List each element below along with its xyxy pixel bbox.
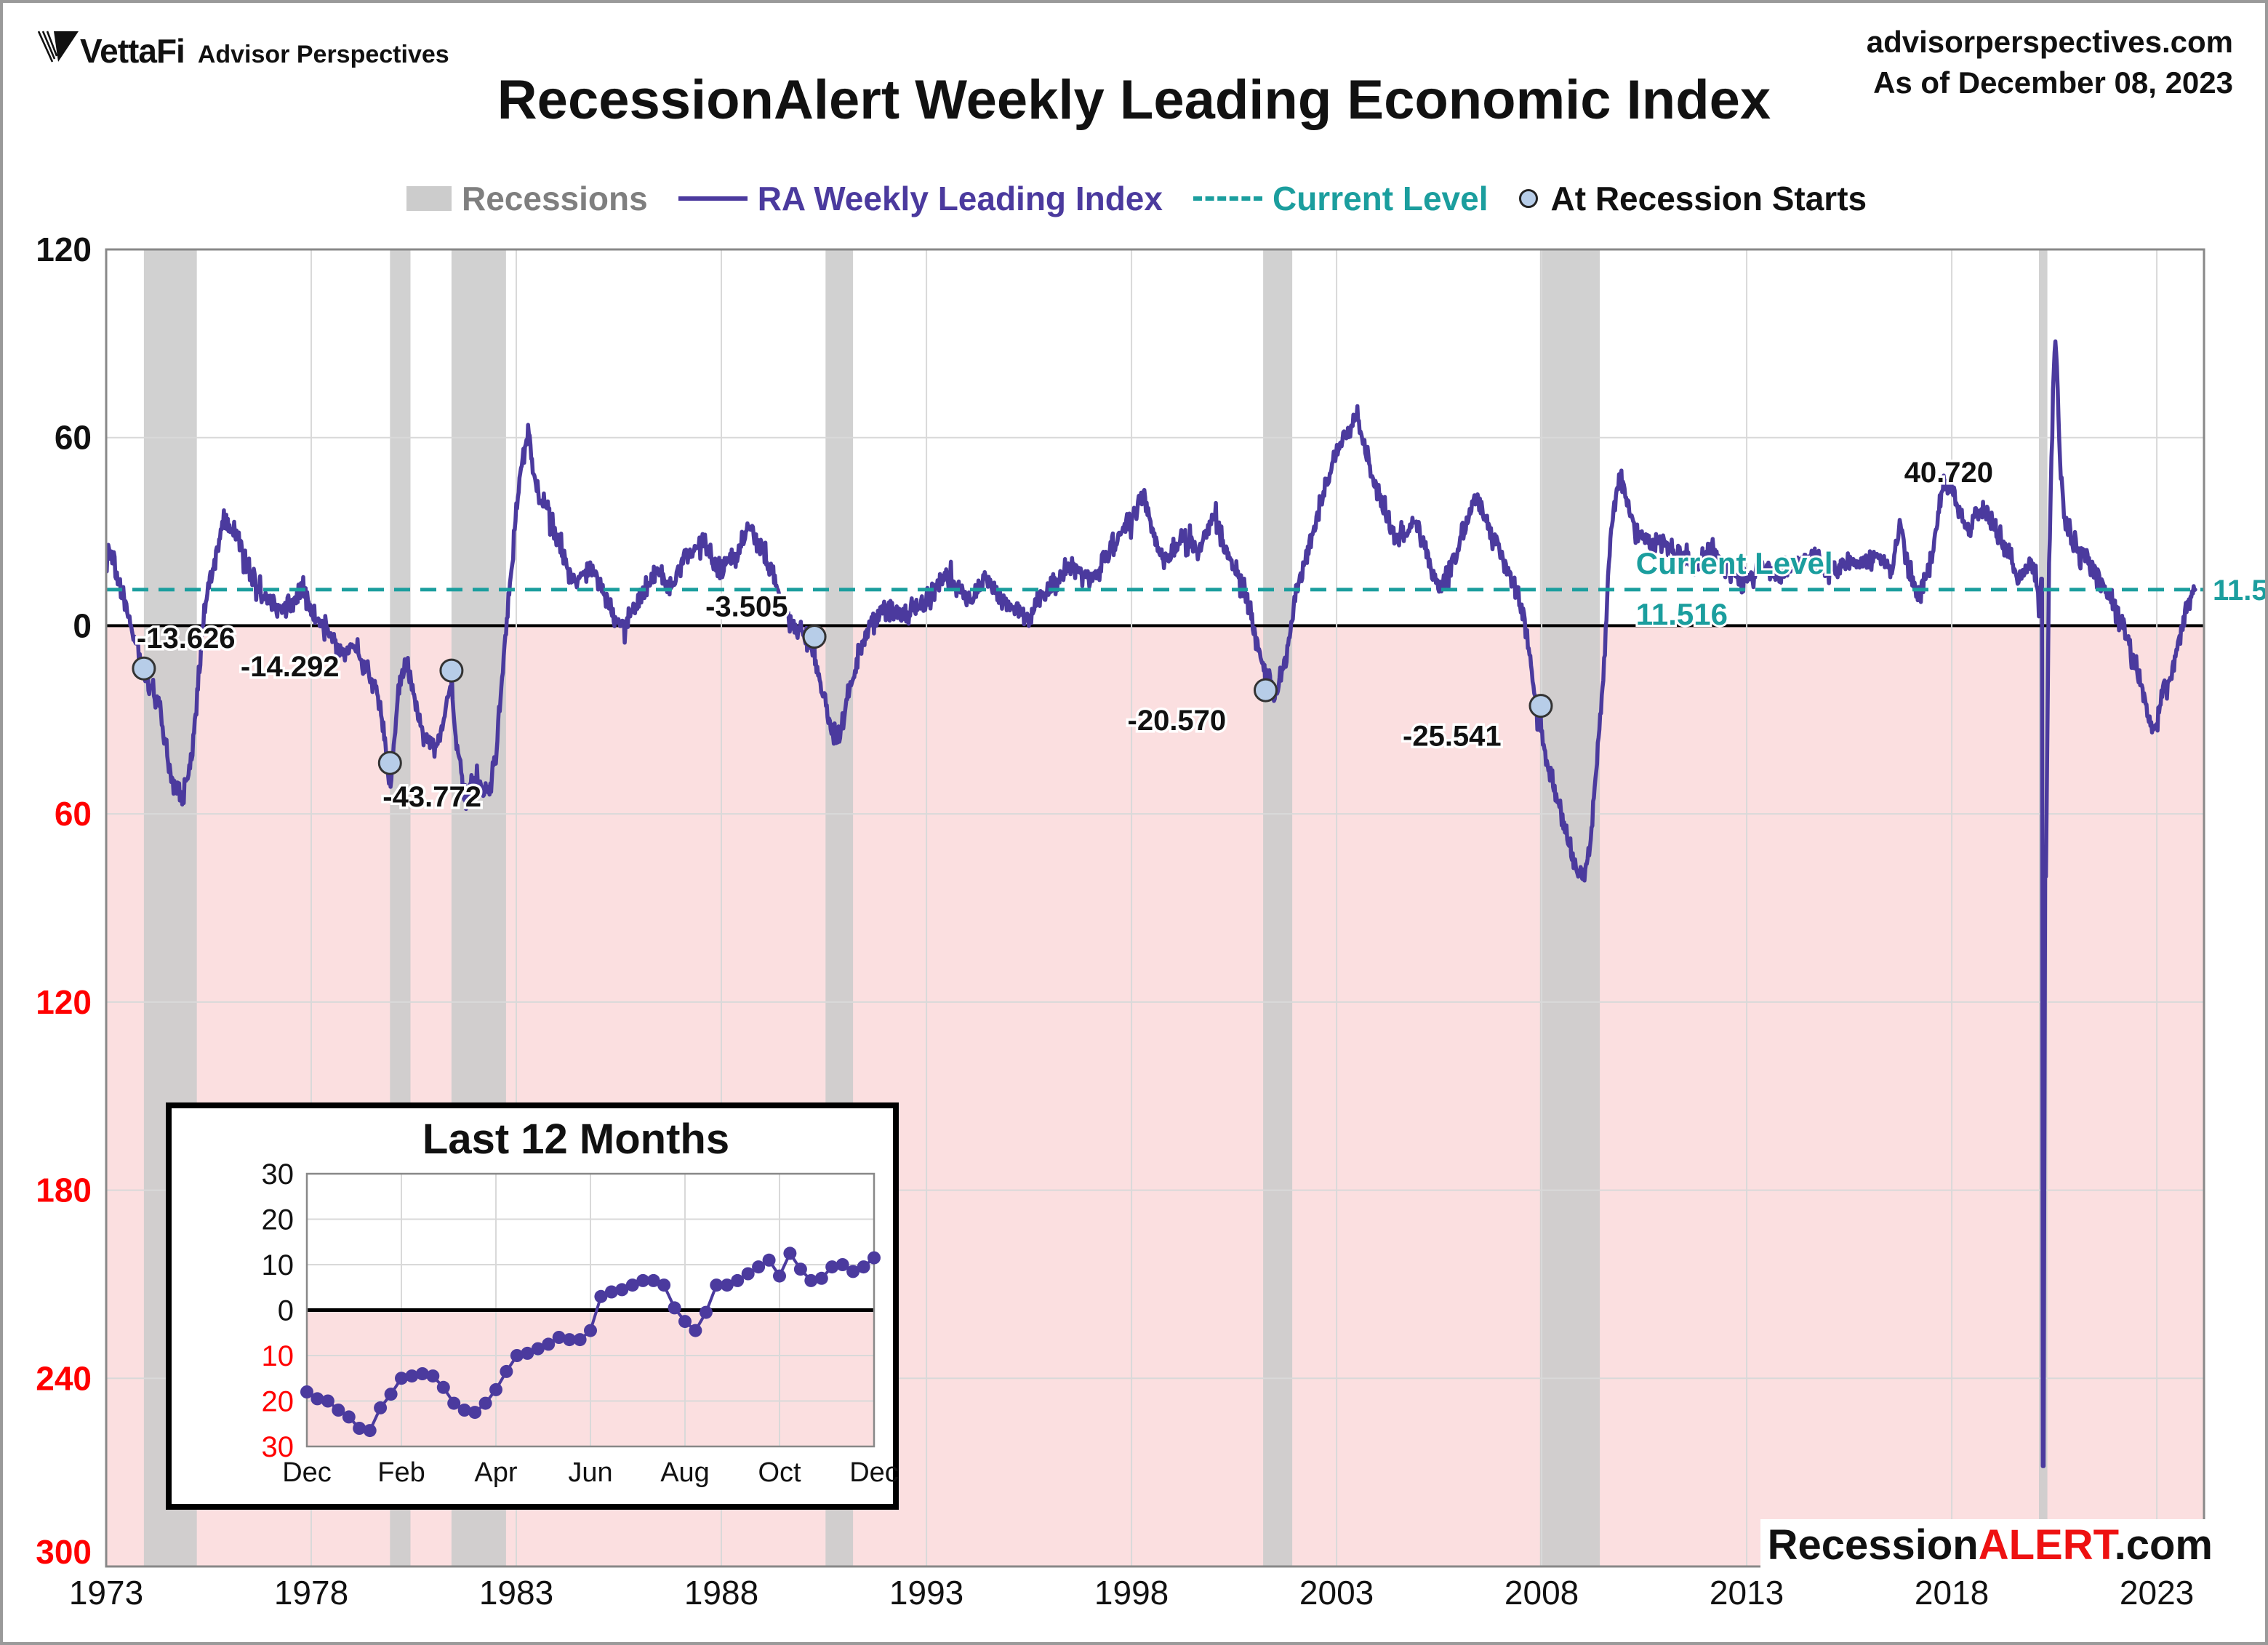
svg-text:Dec: Dec <box>282 1457 332 1488</box>
svg-text:300: 300 <box>36 1533 92 1571</box>
svg-text:-13.626: -13.626 <box>137 623 236 655</box>
svg-text:2003: 2003 <box>1299 1574 1374 1612</box>
svg-text:2008: 2008 <box>1504 1574 1579 1612</box>
svg-text:40.720: 40.720 <box>1904 457 1993 489</box>
svg-text:2023: 2023 <box>2120 1574 2194 1612</box>
svg-text:120: 120 <box>36 983 92 1021</box>
svg-text:1993: 1993 <box>889 1574 963 1612</box>
svg-text:0: 0 <box>278 1295 294 1327</box>
svg-text:0: 0 <box>73 607 92 644</box>
svg-text:Dec: Dec <box>849 1457 899 1488</box>
svg-text:1998: 1998 <box>1094 1574 1169 1612</box>
svg-text:Last 12 Months: Last 12 Months <box>422 1116 729 1163</box>
svg-text:1983: 1983 <box>479 1574 553 1612</box>
svg-text:-3.505: -3.505 <box>705 591 788 623</box>
svg-text:180: 180 <box>36 1172 92 1209</box>
svg-text:-14.292: -14.292 <box>241 651 340 683</box>
svg-text:10: 10 <box>262 1249 294 1281</box>
svg-text:Oct: Oct <box>758 1457 801 1488</box>
svg-text:60: 60 <box>55 795 92 833</box>
svg-text:2018: 2018 <box>1915 1574 1989 1612</box>
svg-text:2013: 2013 <box>1710 1574 1784 1612</box>
svg-text:1973: 1973 <box>69 1574 143 1612</box>
svg-text:-20.570: -20.570 <box>1128 705 1227 737</box>
svg-text:240: 240 <box>36 1359 92 1397</box>
svg-text:-43.772: -43.772 <box>382 781 481 813</box>
svg-text:Current Level: Current Level <box>1636 546 1833 580</box>
svg-text:1988: 1988 <box>684 1574 758 1612</box>
svg-text:Aug: Aug <box>660 1457 710 1488</box>
svg-text:30: 30 <box>262 1158 294 1190</box>
svg-text:11.516: 11.516 <box>2213 575 2268 607</box>
svg-text:Jun: Jun <box>568 1457 612 1488</box>
svg-text:Apr: Apr <box>474 1457 517 1488</box>
svg-text:11.516: 11.516 <box>1636 597 1728 631</box>
svg-text:1978: 1978 <box>274 1574 348 1612</box>
svg-text:20: 20 <box>262 1386 294 1418</box>
svg-text:120: 120 <box>36 231 92 268</box>
svg-text:Feb: Feb <box>377 1457 425 1488</box>
svg-text:20: 20 <box>262 1204 294 1236</box>
svg-text:10: 10 <box>262 1340 294 1372</box>
svg-text:60: 60 <box>55 419 92 457</box>
svg-text:-25.541: -25.541 <box>1403 721 1502 753</box>
